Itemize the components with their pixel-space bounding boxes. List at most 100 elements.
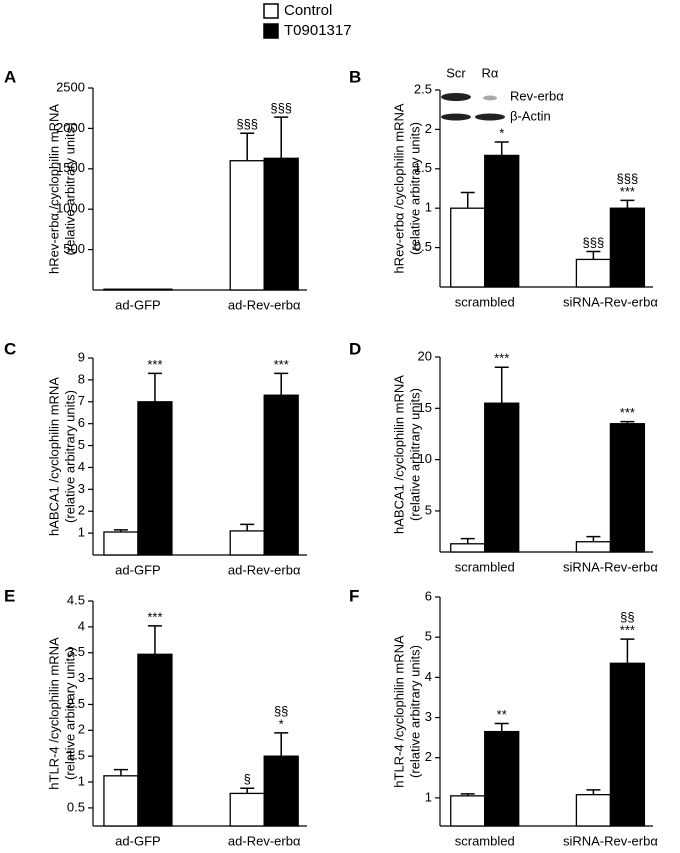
- y-tick-label: 5: [425, 629, 432, 644]
- error-bar: [460, 793, 475, 796]
- legend-swatch: [263, 3, 279, 19]
- y-tick-label: 0.5: [67, 799, 85, 814]
- x-tick-label: ad-Rev-erbα: [228, 562, 301, 577]
- y-tick-label: 1: [425, 789, 432, 804]
- error-bar: [586, 789, 601, 795]
- bar: [450, 543, 486, 553]
- error-bar: [620, 199, 635, 209]
- error-bar: [494, 366, 509, 404]
- y-axis-label: hTLR-4 /cyclophilin mRNA: [46, 637, 61, 790]
- y-tick-label: 2: [425, 749, 432, 764]
- y-tick-label: 1500: [56, 160, 85, 175]
- bar: [575, 541, 612, 553]
- band: [441, 113, 471, 121]
- significance-label: §§§: [617, 171, 639, 186]
- x-tick-label: siRNA-Rev-erbα: [563, 833, 658, 848]
- significance-label: §: [244, 772, 251, 787]
- bar: [609, 423, 646, 553]
- y-tick-label: 20: [418, 348, 432, 363]
- significance-label: §§: [274, 703, 288, 718]
- band: [475, 113, 505, 121]
- bar: [484, 402, 520, 553]
- y-axis-label: (relative arbitrary units): [407, 645, 422, 778]
- error-bar: [274, 372, 289, 396]
- bar: [609, 207, 646, 288]
- bar: [263, 157, 299, 291]
- significance-label: ***: [620, 405, 635, 420]
- y-tick-label: 1.5: [67, 748, 85, 763]
- significance-label: ***: [147, 357, 162, 372]
- y-tick-label: 2500: [56, 79, 85, 94]
- error-bar: [240, 132, 255, 161]
- y-tick-label: 6: [78, 415, 85, 430]
- bar: [137, 653, 173, 827]
- bar: [263, 394, 299, 556]
- band-label: Rev-erbα: [510, 88, 564, 103]
- y-tick-label: 1000: [56, 201, 85, 216]
- bar: [263, 755, 299, 827]
- y-tick-label: 1: [78, 525, 85, 540]
- lane-label: Rα: [482, 65, 499, 80]
- error-bar: [494, 141, 509, 156]
- x-tick-label: ad-Rev-erbα: [228, 297, 301, 312]
- significance-label: ***: [620, 184, 635, 199]
- panel-label: F: [349, 586, 359, 605]
- significance-label: **: [497, 707, 507, 722]
- y-tick-label: 2: [425, 121, 432, 136]
- error-bar: [620, 638, 635, 664]
- error-bar: [240, 523, 255, 531]
- western-blot-bands: [441, 93, 505, 121]
- y-axis-label: (relative arbitrary units): [407, 122, 422, 255]
- bar: [229, 792, 265, 827]
- panel-label: D: [349, 339, 361, 358]
- band: [483, 95, 497, 101]
- bar: [450, 207, 486, 288]
- y-tick-label: 3: [78, 670, 85, 685]
- error-bar: [240, 787, 255, 794]
- y-tick-label: 2: [78, 722, 85, 737]
- error-bar: [460, 191, 475, 209]
- x-tick-label: scrambled: [455, 294, 515, 309]
- y-tick-label: 7: [78, 393, 85, 408]
- legend-label: T0901317: [284, 22, 352, 39]
- bar: [229, 530, 265, 556]
- error-bar: [147, 372, 162, 402]
- bar: [484, 154, 520, 288]
- error-bar: [460, 537, 475, 544]
- y-axis-label: hRev-erbα /cyclophilin mRNA: [46, 104, 61, 274]
- y-axis-label: (relative arbitrary units): [62, 647, 77, 780]
- y-tick-label: 10: [418, 451, 432, 466]
- y-tick-label: 1.5: [414, 160, 432, 175]
- bar: [229, 160, 265, 291]
- error-bar: [274, 116, 289, 159]
- error-bar: [586, 535, 601, 542]
- y-tick-label: 5: [425, 502, 432, 517]
- bar: [137, 401, 173, 556]
- significance-label: ***: [274, 357, 289, 372]
- y-tick-label: 5: [78, 437, 85, 452]
- bar: [484, 730, 520, 827]
- x-tick-label: ad-GFP: [115, 297, 161, 312]
- significance-label: §§§: [270, 101, 292, 116]
- y-tick-label: 4.5: [67, 592, 85, 607]
- panel-label: C: [4, 339, 16, 358]
- bar: [575, 258, 612, 288]
- significance-label: *: [499, 125, 504, 140]
- y-tick-label: 2000: [56, 120, 85, 135]
- panel-label: E: [4, 586, 15, 605]
- panel-label: A: [4, 67, 16, 86]
- y-tick-label: 4: [78, 618, 85, 633]
- error-bar: [620, 420, 635, 424]
- y-tick-label: 3: [425, 709, 432, 724]
- error-bar: [113, 768, 128, 776]
- y-tick-label: 3: [78, 481, 85, 496]
- y-tick-label: 2.5: [414, 81, 432, 96]
- x-tick-label: siRNA-Rev-erbα: [563, 559, 658, 574]
- legend-swatch: [263, 23, 279, 39]
- band: [441, 93, 471, 101]
- y-axis-label: (relative arbitrary units): [62, 123, 77, 256]
- y-tick-label: 4: [425, 669, 432, 684]
- significance-label: ***: [494, 351, 509, 366]
- bar: [137, 288, 173, 291]
